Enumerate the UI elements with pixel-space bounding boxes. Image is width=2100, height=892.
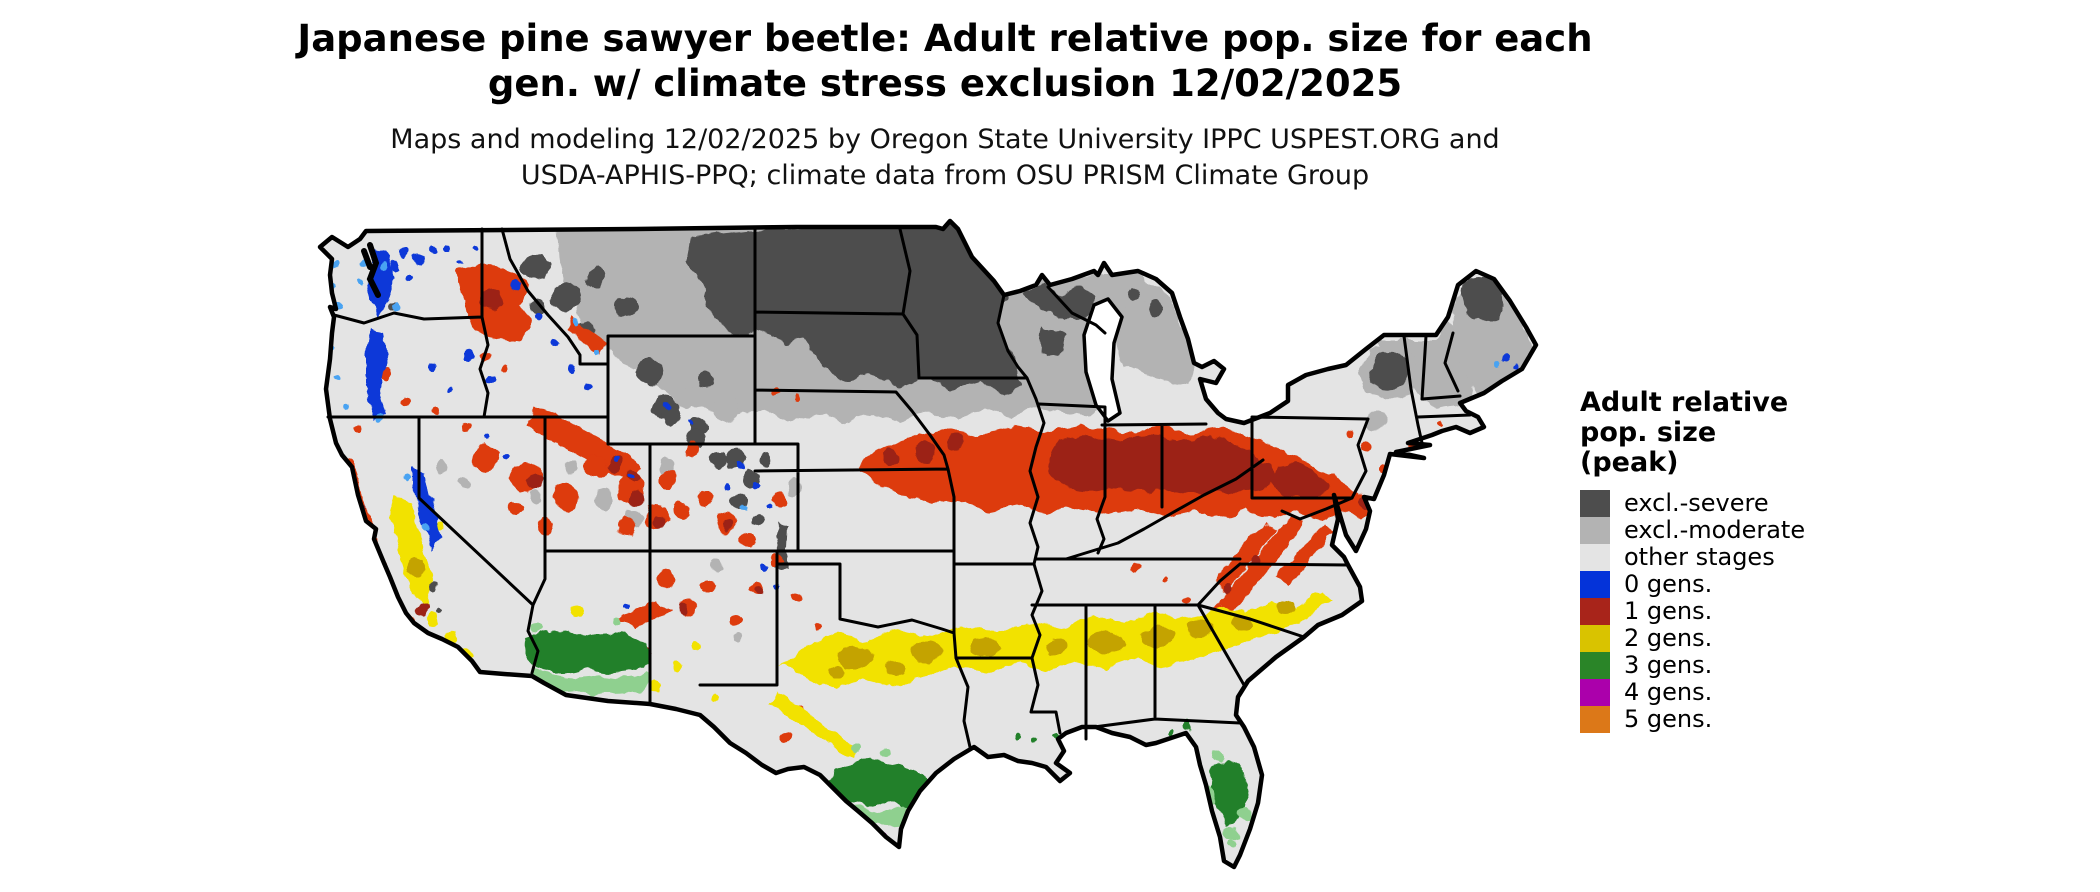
legend-swatch — [1580, 517, 1610, 544]
legend-item-4: 1 gens. — [1580, 598, 1880, 625]
legend-swatch — [1580, 598, 1610, 625]
legend-item-7: 4 gens. — [1580, 679, 1880, 706]
map-credits-line1: Maps and modeling 12/02/2025 by Oregon S… — [390, 124, 1500, 155]
legend: Adult relative pop. size (peak) excl.-se… — [1580, 388, 1880, 733]
legend-title-line2: pop. size — [1580, 417, 1717, 448]
lake-michigan — [1082, 297, 1124, 423]
legend-item-5: 2 gens. — [1580, 625, 1880, 652]
legend-swatch — [1580, 490, 1610, 517]
legend-item-label: 5 gens. — [1624, 705, 1713, 733]
legend-item-2: other stages — [1580, 544, 1880, 571]
map-region-2-gens-core — [409, 558, 1295, 679]
legend-swatch — [1580, 571, 1610, 598]
legend-swatch — [1580, 544, 1610, 571]
us-choropleth-map — [236, 167, 1546, 892]
map-region-3-gens-fringe — [528, 617, 1251, 849]
map-title-line2: gen. w/ climate stress exclusion 12/02/2… — [487, 62, 1403, 105]
legend-item-1: excl.-moderate — [1580, 517, 1880, 544]
map-region-3-gens — [524, 631, 1248, 825]
legend-item-6: 3 gens. — [1580, 652, 1880, 679]
legend-swatch — [1580, 679, 1610, 706]
map-credits-line2: USDA-APHIS-PPQ; climate data from OSU PR… — [520, 160, 1370, 191]
map-credits: Maps and modeling 12/02/2025 by Oregon S… — [60, 122, 1830, 194]
legend-item-label: other stages — [1624, 543, 1775, 571]
legend-swatch — [1580, 706, 1610, 733]
legend-item-0: excl.-severe — [1580, 490, 1880, 517]
legend-item-label: 1 gens. — [1624, 597, 1713, 625]
legend-item-label: 2 gens. — [1624, 624, 1713, 652]
legend-swatch — [1580, 652, 1610, 679]
state-borders — [326, 227, 1472, 749]
legend-items: excl.-severe excl.-moderate other stages 0 … — [1580, 490, 1880, 733]
legend-title-line1: Adult relative — [1580, 387, 1789, 418]
legend-item-label: 0 gens. — [1624, 570, 1713, 598]
legend-item-8: 5 gens. — [1580, 706, 1880, 733]
legend-title-line3: (peak) — [1580, 447, 1679, 478]
legend-swatch — [1580, 625, 1610, 652]
legend-item-label: 4 gens. — [1624, 678, 1713, 706]
legend-item-label: excl.-moderate — [1624, 516, 1806, 544]
legend-item-label: 3 gens. — [1624, 651, 1713, 679]
puget-sound — [361, 242, 381, 298]
map-title: Japanese pine sawyer beetle: Adult relat… — [60, 16, 1830, 106]
map-region-4-gens — [881, 832, 1238, 867]
legend-item-label: excl.-severe — [1624, 489, 1769, 517]
map-region-excl-severe — [383, 221, 1503, 615]
legend-item-3: 0 gens. — [1580, 571, 1880, 598]
legend-title: Adult relative pop. size (peak) — [1580, 388, 1880, 478]
map-title-line1: Japanese pine sawyer beetle: Adult relat… — [297, 17, 1593, 60]
us-map-svg — [236, 167, 1546, 892]
